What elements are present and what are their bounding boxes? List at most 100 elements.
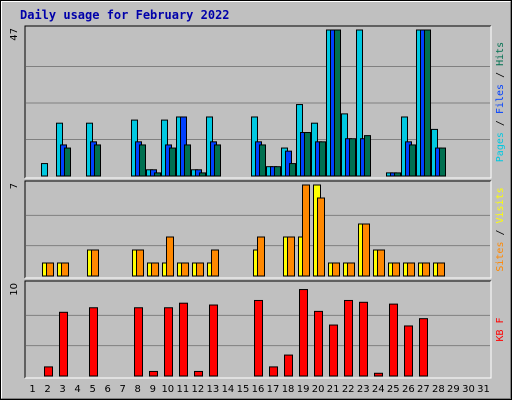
bar-sites	[437, 262, 445, 277]
bar-sites	[362, 223, 370, 277]
x-tick-label: 15	[237, 384, 250, 395]
bar-pages	[139, 144, 146, 177]
x-tick-label: 19	[297, 384, 310, 395]
bar-kb	[179, 302, 188, 377]
bar-sites	[332, 262, 340, 277]
x-tick-label: 28	[432, 384, 445, 395]
bar-sites	[302, 184, 310, 277]
x-tick-label: 5	[89, 384, 95, 395]
bar-sites	[257, 236, 265, 277]
axis-title-part: /	[495, 223, 506, 241]
panel-scale-label: 47	[9, 28, 20, 41]
bar-sites	[392, 262, 400, 277]
bar-sites	[317, 197, 325, 277]
axis-title-part: /	[495, 66, 506, 84]
x-tick-label: 26	[402, 384, 415, 395]
bar-kb	[284, 354, 293, 377]
bar-pages	[334, 29, 341, 177]
axis-title-part: Sites	[495, 242, 506, 272]
bar-kb	[269, 366, 278, 377]
bar-sites	[211, 249, 219, 277]
bar-pages	[319, 141, 326, 177]
bar-kb	[374, 372, 383, 377]
x-tick-label: 7	[120, 384, 126, 395]
bar-sites	[377, 249, 385, 277]
x-tick-label: 27	[417, 384, 430, 395]
bar-sites	[151, 262, 159, 277]
bar-sites	[347, 262, 355, 277]
chart-title: Daily usage for February 2022	[20, 8, 230, 22]
bar-kb	[314, 310, 323, 377]
panel-border-light	[25, 26, 492, 179]
x-tick-label: 30	[462, 384, 475, 395]
bar-kb	[89, 307, 98, 377]
panel-visits: 7 Sites / Visits	[9, 180, 506, 279]
axis-title-part: KB F	[495, 317, 506, 341]
x-axis-labels: 1 2 3 4 5 6 7 8 9 10 11 12 13 14 15 16 17 18 19 20 21 22 23 24 2…	[29, 384, 490, 395]
panel-axis-title: KB F	[495, 317, 506, 341]
bar-kb	[419, 318, 428, 377]
x-tick-label: 12	[192, 384, 205, 395]
panel-scale-label: 10	[9, 283, 20, 296]
bar-pages	[394, 172, 401, 177]
x-tick-label: 4	[74, 384, 80, 395]
bar-sites	[166, 236, 174, 277]
x-tick-label: 11	[176, 384, 189, 395]
bar-sites	[61, 262, 69, 277]
bar-pages	[289, 163, 296, 177]
bar-pages	[199, 172, 206, 177]
panel-scale-label: 7	[9, 183, 20, 189]
bar-sites	[136, 249, 144, 277]
axis-title-part: /	[495, 114, 506, 132]
bar-pages	[94, 144, 101, 177]
bar-kb	[299, 289, 308, 377]
bar-hits	[356, 29, 363, 177]
bar-kb	[59, 311, 68, 377]
x-tick-label: 8	[135, 384, 141, 395]
x-tick-label: 29	[447, 384, 460, 395]
x-tick-label: 1	[29, 384, 35, 395]
x-tick-label: 14	[222, 384, 235, 395]
series-files	[60, 29, 442, 177]
axis-title-part: Visits	[495, 187, 506, 223]
panel-axis-title: Sites / Visits	[495, 187, 506, 271]
bar-pages	[64, 147, 71, 177]
bar-kb	[44, 366, 53, 377]
x-tick-label: 3	[59, 384, 65, 395]
bar-kb	[359, 301, 368, 377]
x-tick-label: 24	[372, 384, 385, 395]
bar-pages	[409, 144, 416, 177]
bar-pages	[214, 144, 221, 177]
bar-sites	[181, 262, 189, 277]
bar-kb	[329, 324, 338, 377]
bar-kb	[389, 303, 398, 377]
x-tick-label: 20	[312, 384, 325, 395]
x-tick-label: 22	[342, 384, 355, 395]
series-pages	[64, 29, 446, 177]
x-tick-label: 21	[327, 384, 340, 395]
bar-sites	[407, 262, 415, 277]
bar-kb	[404, 325, 413, 377]
series-kb	[44, 289, 428, 377]
panel-border-dark	[24, 25, 491, 178]
bar-pages	[439, 147, 446, 177]
bar-pages	[274, 166, 281, 177]
panel-border-light	[25, 281, 492, 379]
axis-title-part: Pages	[495, 132, 506, 162]
x-tick-label: 18	[282, 384, 295, 395]
x-tick-label: 23	[357, 384, 370, 395]
panel-axis-title: Pages / Files / Hits	[495, 42, 506, 162]
bar-sites	[91, 249, 99, 277]
bar-sites	[287, 236, 295, 277]
bar-pages	[304, 132, 311, 177]
bar-kb	[134, 307, 143, 377]
axis-title-part: Hits	[495, 42, 506, 66]
bar-pages	[349, 138, 356, 177]
bar-hits	[41, 163, 48, 177]
panel-border-dark	[24, 280, 491, 378]
bar-sites	[46, 262, 54, 277]
x-tick-label: 2	[44, 384, 50, 395]
bar-pages	[364, 135, 371, 177]
